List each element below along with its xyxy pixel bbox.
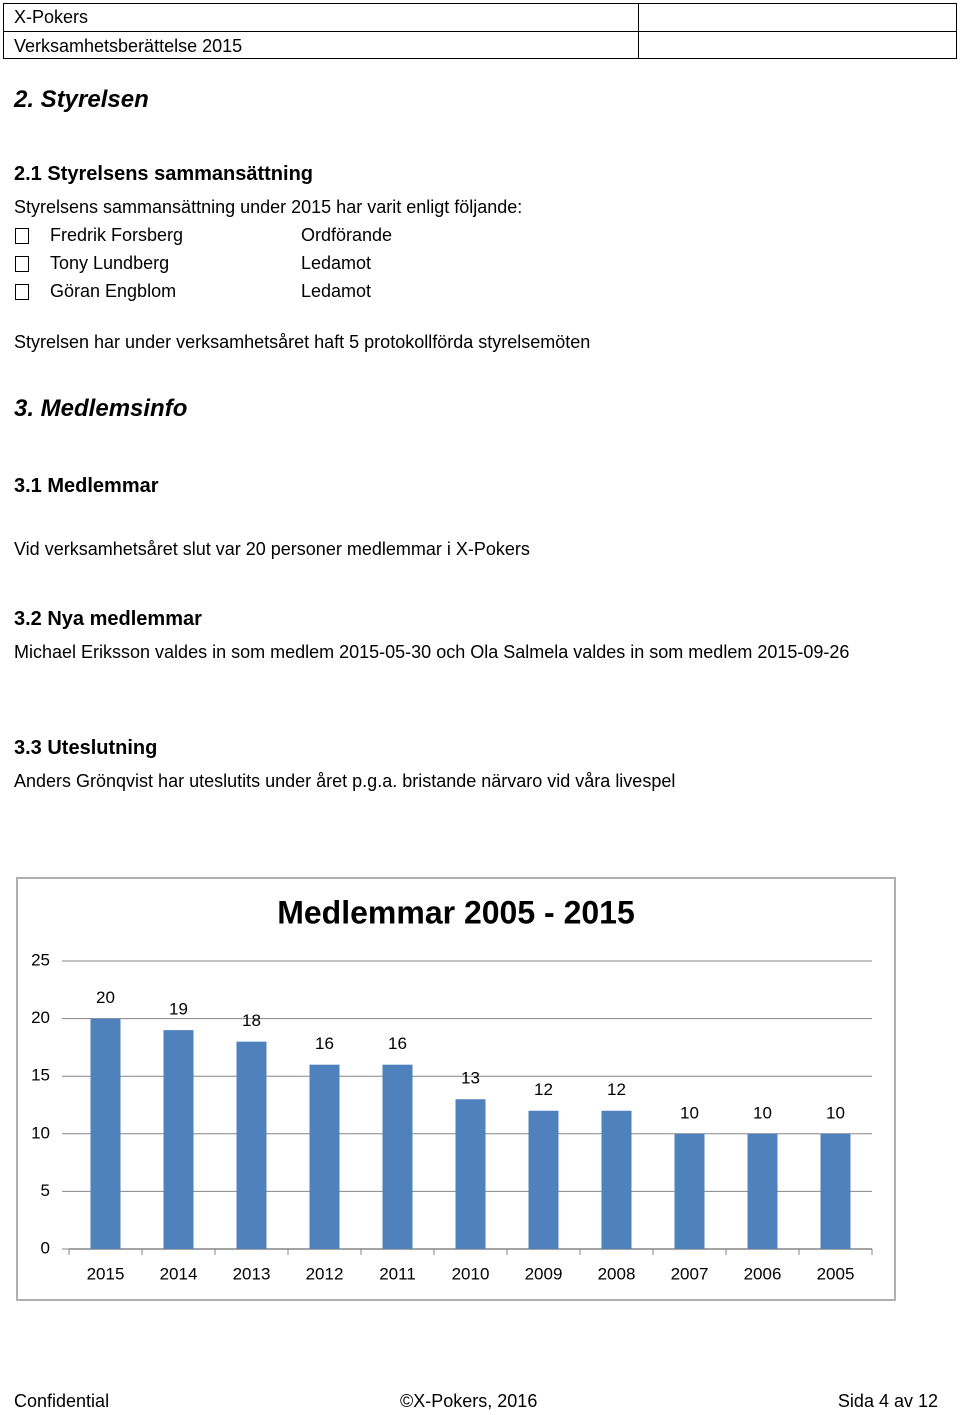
data-label: 10 (826, 1103, 845, 1122)
chart-title: Medlemmar 2005 - 2015 (277, 894, 635, 930)
header-divider (638, 3, 639, 59)
paragraph: Michael Eriksson valdes in som medlem 20… (14, 642, 850, 662)
x-tick-label: 2015 (87, 1264, 125, 1283)
bar (309, 1064, 340, 1249)
heading: 2. Styrelsen (14, 86, 149, 113)
y-tick-label: 20 (31, 1008, 50, 1027)
bar (382, 1064, 413, 1249)
bar (601, 1110, 632, 1249)
data-label: 19 (169, 1000, 188, 1019)
x-tick-label: 2008 (598, 1264, 636, 1283)
member-role: Ledamot (301, 253, 372, 273)
bar (747, 1133, 778, 1249)
bar (163, 1030, 194, 1249)
member-name: Fredrik Forsberg (50, 225, 184, 245)
member-name: Tony Lundberg (50, 253, 170, 273)
member-name: Göran Engblom (50, 281, 177, 301)
data-label: 16 (315, 1034, 334, 1053)
subheading: 3.3 Uteslutning (14, 737, 158, 759)
y-tick-label: 5 (41, 1181, 50, 1200)
bullet (15, 228, 29, 244)
bar (820, 1133, 851, 1249)
data-label: 12 (607, 1080, 626, 1099)
x-tick-label: 2013 (233, 1264, 271, 1283)
paragraph: Styrelsens sammansättning under 2015 har… (14, 197, 523, 217)
subheading: 3.1 Medlemmar (14, 475, 159, 497)
bullet (15, 256, 29, 272)
y-tick-label: 15 (31, 1066, 50, 1085)
heading: 3. Medlemsinfo (14, 395, 188, 422)
bullet (15, 284, 29, 300)
bar (674, 1133, 705, 1249)
member-role: Ledamot (301, 281, 372, 301)
subheading: 2.1 Styrelsens sammansättning (14, 163, 314, 185)
footer-right: Sida 4 av 12 (837, 1391, 938, 1411)
y-tick-label: 10 (31, 1123, 50, 1142)
paragraph: Anders Grönqvist har uteslutits under år… (14, 771, 676, 791)
bar (455, 1099, 486, 1249)
x-tick-label: 2012 (306, 1264, 344, 1283)
x-tick-label: 2005 (817, 1264, 855, 1283)
data-label: 12 (534, 1080, 553, 1099)
data-label: 10 (753, 1103, 772, 1122)
footer-center: ©X-Pokers, 2016 (400, 1391, 538, 1411)
header-document: Verksamhetsberättelse 2015 (14, 36, 243, 56)
x-tick-label: 2010 (452, 1264, 490, 1283)
subheading: 3.2 Nya medlemmar (14, 608, 202, 630)
header-divider (3, 31, 957, 32)
header-org: X-Pokers (14, 7, 89, 27)
x-tick-label: 2014 (160, 1264, 198, 1283)
x-tick-label: 2007 (671, 1264, 709, 1283)
data-label: 10 (680, 1103, 699, 1122)
footer-left: Confidential (14, 1391, 110, 1411)
y-tick-label: 0 (41, 1238, 50, 1257)
data-label: 13 (461, 1069, 480, 1088)
bar (236, 1041, 267, 1249)
paragraph: Styrelsen har under verksamhetsåret haft… (14, 332, 591, 352)
x-tick-label: 2006 (744, 1264, 782, 1283)
bar (528, 1110, 559, 1249)
paragraph: Vid verksamhetsåret slut var 20 personer… (14, 539, 530, 559)
data-label: 20 (96, 988, 115, 1007)
x-tick-label: 2011 (379, 1264, 416, 1283)
data-label: 16 (388, 1034, 407, 1053)
y-tick-label: 25 (31, 950, 50, 969)
bar (90, 1018, 121, 1249)
member-role: Ordförande (301, 225, 393, 245)
data-label: 18 (242, 1011, 261, 1030)
x-tick-label: 2009 (525, 1264, 563, 1283)
